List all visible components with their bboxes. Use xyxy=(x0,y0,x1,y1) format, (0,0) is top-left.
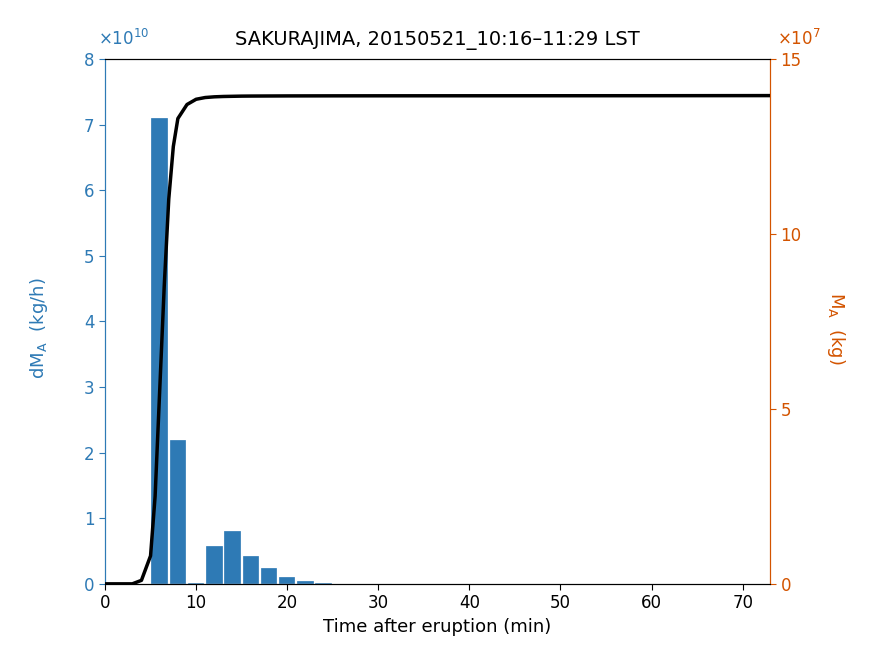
Bar xyxy=(151,118,168,584)
Bar xyxy=(170,440,186,584)
Title: SAKURAJIMA, 20150521_10:16–11:29 LST: SAKURAJIMA, 20150521_10:16–11:29 LST xyxy=(235,31,640,50)
Bar xyxy=(206,546,222,584)
Text: $\mathregular{dM_A}$  (kg/h): $\mathregular{dM_A}$ (kg/h) xyxy=(28,277,51,379)
Text: $\times\mathregular{10^{7}}$: $\times\mathregular{10^{7}}$ xyxy=(777,28,821,49)
Bar xyxy=(261,568,277,584)
Bar xyxy=(242,556,259,584)
Bar xyxy=(224,531,241,584)
Text: $\times\mathregular{10^{10}}$: $\times\mathregular{10^{10}}$ xyxy=(98,28,150,49)
Bar xyxy=(188,583,204,584)
Bar xyxy=(279,577,296,584)
Bar xyxy=(298,581,313,584)
X-axis label: Time after eruption (min): Time after eruption (min) xyxy=(324,618,551,636)
Text: $\mathregular{M_A}$  (kg): $\mathregular{M_A}$ (kg) xyxy=(824,292,847,364)
